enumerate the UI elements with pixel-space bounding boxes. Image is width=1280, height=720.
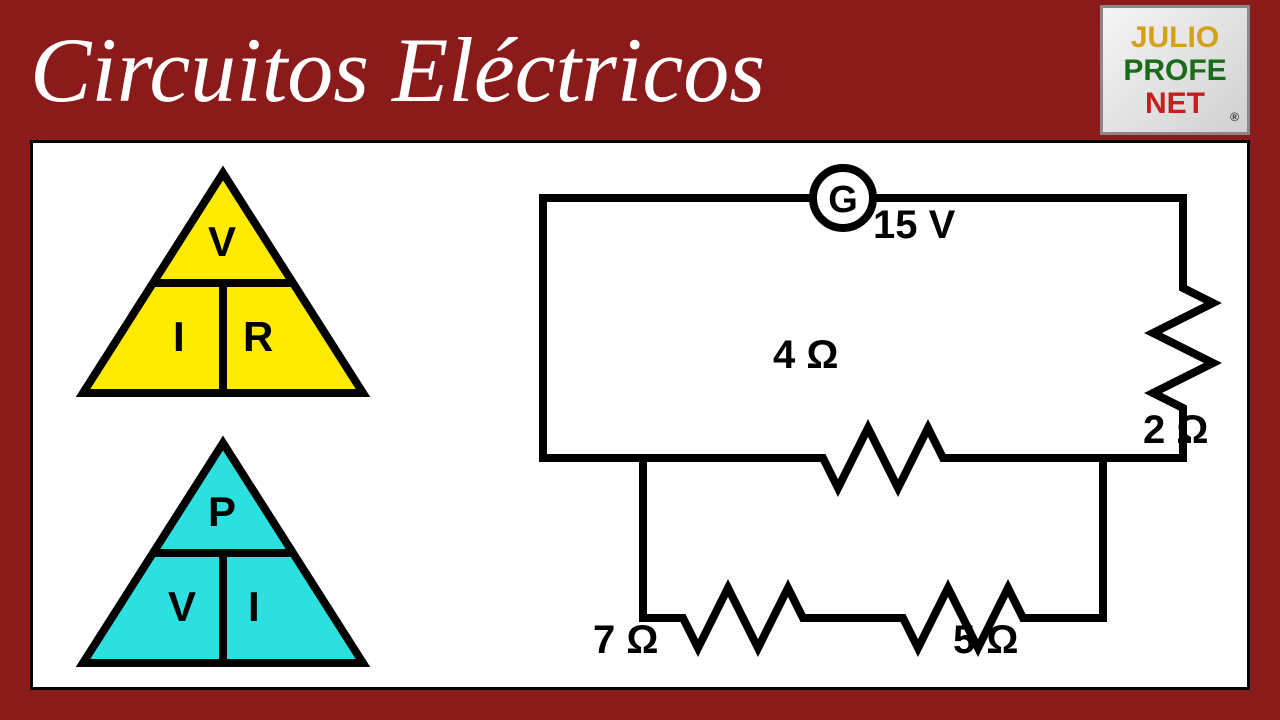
resistor-r4-label: 5 Ω	[953, 618, 1018, 663]
source-voltage-label: 15 V	[873, 203, 955, 248]
content-panel: V I R P V I	[30, 140, 1250, 690]
resistor-r2-label: 4 Ω	[773, 333, 838, 378]
triangle-pvi-icon	[73, 433, 373, 673]
resistor-r3-label: 7 Ω	[593, 618, 658, 663]
triangle2-right-label: I	[248, 583, 260, 631]
circuit-diagram: G 15 V 2 Ω 4 Ω 7 Ω 5 Ω	[483, 158, 1243, 678]
logo-line-1: JULIO	[1131, 21, 1219, 54]
triangle1-right-label: R	[243, 313, 273, 361]
logo-line-3: NET	[1145, 87, 1205, 120]
triangle2-left-label: V	[168, 583, 196, 631]
page-title: Circuitos Eléctricos	[30, 17, 1100, 123]
resistor-r1-label: 2 Ω	[1143, 408, 1208, 453]
logo-badge: JULIO PROFE NET ®	[1100, 5, 1250, 135]
logo-registered: ®	[1230, 111, 1239, 124]
triangle-vir-icon	[73, 163, 373, 403]
ohms-law-triangle: V I R	[73, 163, 423, 403]
triangles-group: V I R P V I	[73, 163, 423, 703]
power-triangle: P V I	[73, 433, 423, 673]
triangle2-top-label: P	[208, 488, 236, 536]
logo-line-2: PROFE	[1123, 54, 1226, 87]
circuit-svg: G	[483, 158, 1243, 678]
triangle1-left-label: I	[173, 313, 185, 361]
generator-symbol: G	[828, 179, 858, 221]
triangle1-top-label: V	[208, 218, 236, 266]
